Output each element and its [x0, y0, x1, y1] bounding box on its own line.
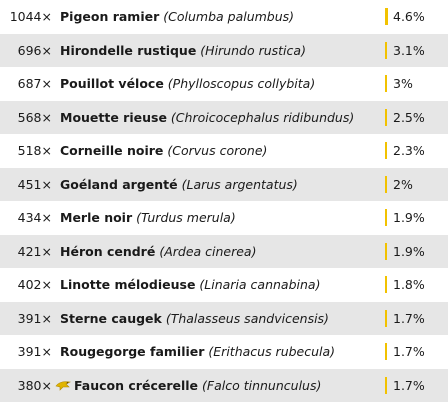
observation-count: 391×: [17, 344, 52, 360]
common-name: Mouette rieuse: [60, 109, 167, 125]
observation-count: 421×: [17, 243, 52, 259]
raptor-icon: [55, 381, 71, 391]
species-name[interactable]: Rougegorge familier (Erithacus rubecula): [60, 344, 335, 359]
species-name[interactable]: Linotte mélodieuse (Linaria cannabina): [60, 277, 320, 292]
observation-count: 518×: [17, 143, 52, 159]
latin-name: (Larus argentatus): [181, 176, 298, 192]
share-bar: [385, 376, 387, 394]
latin-name: (Thalasseus sandvicensis): [165, 310, 329, 326]
latin-name: (Erithacus rubecula): [208, 344, 336, 360]
species-name[interactable]: Merle noir (Turdus merula): [60, 210, 236, 225]
share-bar: [385, 108, 387, 126]
latin-name: (Turdus merula): [136, 210, 236, 226]
observation-count: 402×: [17, 277, 52, 293]
common-name: Corneille noire: [60, 143, 164, 159]
species-name[interactable]: Héron cendré (Ardea cinerea): [60, 244, 256, 259]
observation-count: 451×: [17, 176, 52, 192]
common-name: Linotte mélodieuse: [60, 277, 196, 293]
share-bar: [385, 209, 387, 226]
latin-name: (Chroicocephalus ridibundus): [170, 109, 355, 125]
species-name[interactable]: Goéland argenté (Larus argentatus): [60, 177, 298, 192]
icon-slot: [52, 379, 74, 391]
share-bar: [385, 8, 388, 25]
common-name: Goéland argenté: [60, 176, 178, 192]
species-name[interactable]: Hirondelle rustique (Hirundo rustica): [60, 43, 306, 58]
observation-count: 687×: [17, 76, 52, 92]
observation-count: 568×: [17, 109, 52, 125]
list-item[interactable]: 568× Mouette rieuse (Chroicocephalus rid…: [0, 100, 448, 134]
share-bar: [385, 242, 387, 260]
latin-name: (Columba palumbus): [163, 9, 295, 25]
share-percent: 1.9%: [393, 243, 425, 259]
species-name[interactable]: Mouette rieuse (Chroicocephalus ridibund…: [60, 110, 354, 125]
latin-name: (Ardea cinerea): [159, 243, 257, 259]
share-percent: 1.8%: [393, 277, 425, 293]
share-percent: 2%: [393, 176, 413, 192]
share-bar: [385, 309, 387, 327]
observation-count: 380×: [17, 377, 52, 393]
common-name: Rougegorge familier: [60, 344, 205, 360]
list-item[interactable]: 451× Goéland argenté (Larus argentatus) …: [0, 167, 448, 201]
share-bar: [385, 343, 387, 360]
species-name[interactable]: Faucon crécerelle (Falco tinnunculus): [74, 378, 321, 393]
species-name[interactable]: Sterne caugek (Thalasseus sandvicensis): [60, 311, 329, 326]
list-item[interactable]: 696× Hirondelle rustique (Hirundo rustic…: [0, 33, 448, 67]
latin-name: (Corvus corone): [167, 143, 268, 159]
share-bar: [385, 41, 387, 59]
share-bar: [385, 276, 387, 293]
share-percent: 2.5%: [393, 109, 425, 125]
share-percent: 3%: [393, 76, 413, 92]
share-percent: 3.1%: [393, 42, 425, 58]
share-percent: 1.7%: [393, 344, 425, 360]
common-name: Hirondelle rustique: [60, 42, 197, 58]
list-item[interactable]: 402× Linotte mélodieuse (Linaria cannabi…: [0, 268, 448, 302]
share-percent: 4.6%: [393, 9, 425, 25]
observation-count: 1044×: [9, 9, 52, 25]
species-name[interactable]: Corneille noire (Corvus corone): [60, 143, 267, 158]
list-item[interactable]: 391× Sterne caugek (Thalasseus sandvicen…: [0, 301, 448, 335]
share-percent: 2.3%: [393, 143, 425, 159]
common-name: Pigeon ramier: [60, 9, 160, 25]
latin-name: (Linaria cannabina): [199, 277, 321, 293]
common-name: Faucon crécerelle: [74, 377, 199, 393]
list-item[interactable]: 1044× Pigeon ramier (Columba palumbus) 4…: [0, 0, 448, 34]
list-item[interactable]: 421× Héron cendré (Ardea cinerea) 1.9%: [0, 234, 448, 268]
common-name: Merle noir: [60, 210, 133, 226]
observation-count: 696×: [17, 42, 52, 58]
latin-name: (Falco tinnunculus): [202, 377, 322, 393]
common-name: Pouillot véloce: [60, 76, 164, 92]
common-name: Héron cendré: [60, 243, 156, 259]
observation-count: 391×: [17, 310, 52, 326]
species-name[interactable]: Pouillot véloce (Phylloscopus collybita): [60, 76, 315, 91]
share-percent: 1.7%: [393, 310, 425, 326]
share-bar: [385, 142, 387, 159]
share-percent: 1.7%: [393, 377, 425, 393]
list-item[interactable]: 380× Faucon crécerelle (Falco tinnunculu…: [0, 368, 448, 402]
share-percent: 1.9%: [393, 210, 425, 226]
observation-count: 434×: [17, 210, 52, 226]
species-name[interactable]: Pigeon ramier (Columba palumbus): [60, 9, 294, 24]
list-item[interactable]: 434× Merle noir (Turdus merula) 1.9%: [0, 201, 448, 235]
common-name: Sterne caugek: [60, 310, 162, 326]
share-bar: [385, 175, 387, 193]
latin-name: (Hirundo rustica): [200, 42, 306, 58]
list-item[interactable]: 687× Pouillot véloce (Phylloscopus colly…: [0, 67, 448, 101]
share-bar: [385, 75, 387, 92]
list-item[interactable]: 391× Rougegorge familier (Erithacus rube…: [0, 335, 448, 369]
list-item[interactable]: 518× Corneille noire (Corvus corone) 2.3…: [0, 134, 448, 168]
latin-name: (Phylloscopus collybita): [167, 76, 316, 92]
